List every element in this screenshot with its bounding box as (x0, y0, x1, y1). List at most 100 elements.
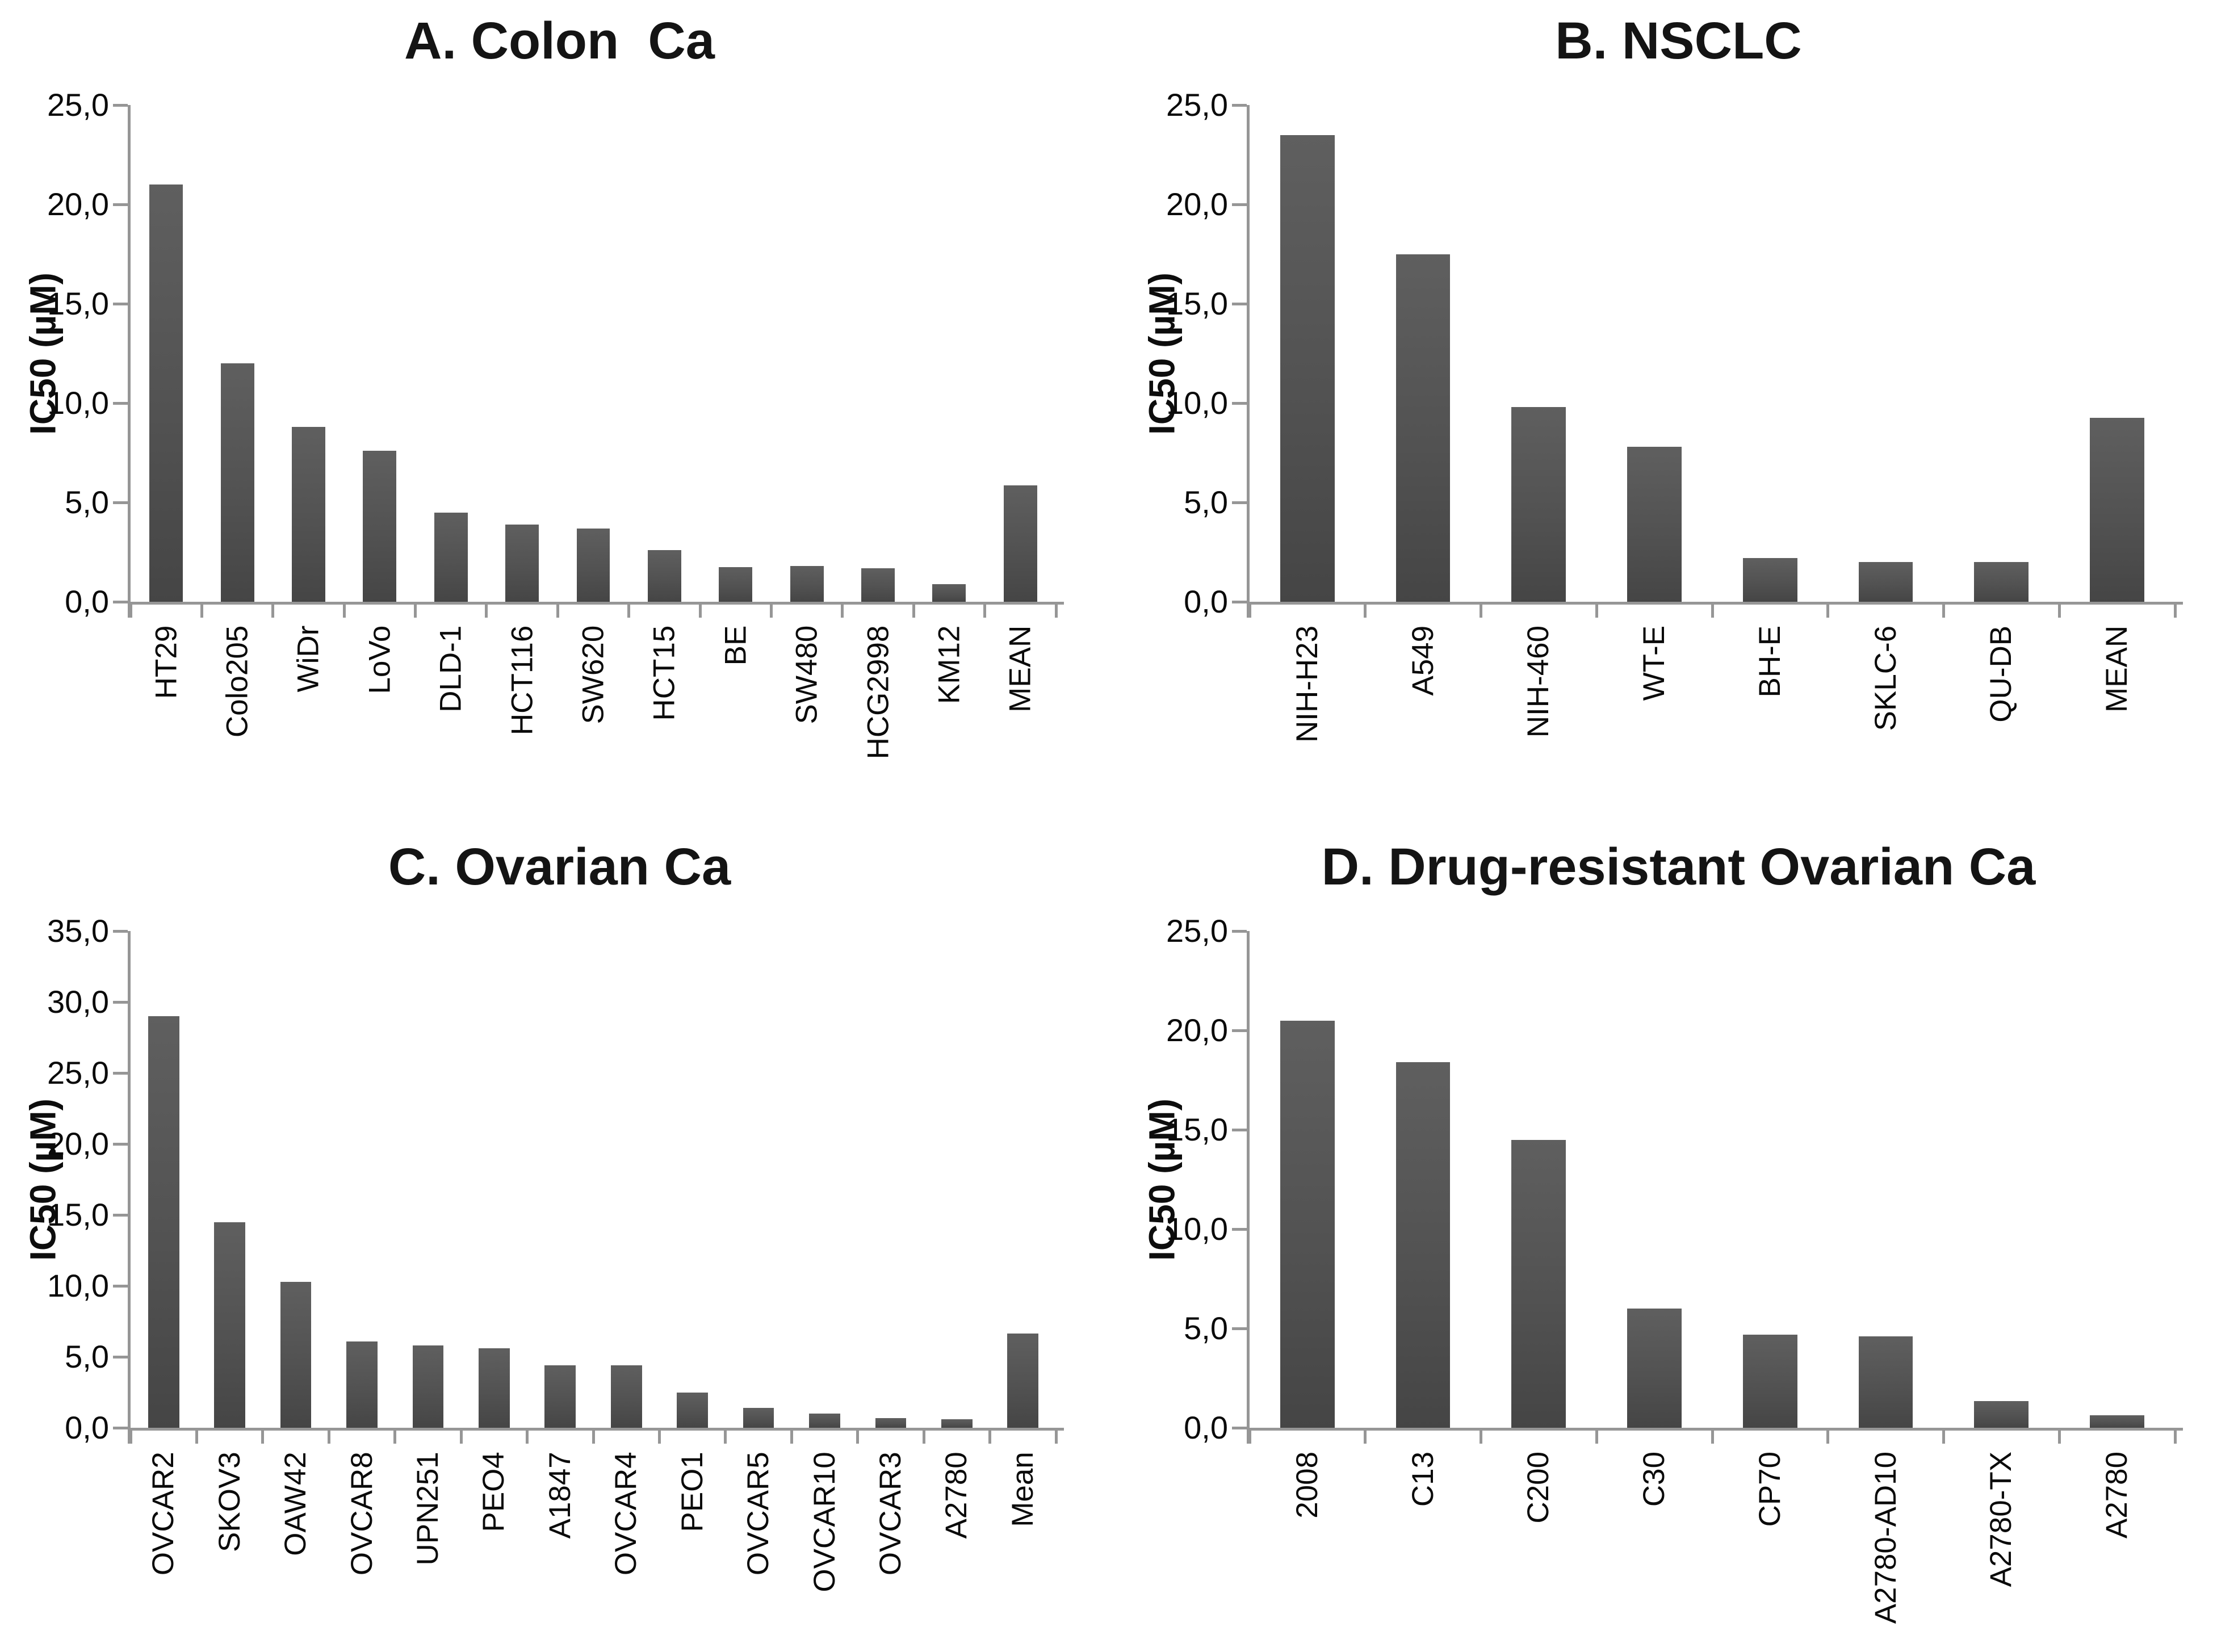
y-tick-mark (1232, 1029, 1247, 1032)
x-axis-line (128, 602, 1064, 605)
x-tick-mark (414, 602, 417, 618)
x-category-label: C30 (1637, 1452, 1671, 1507)
x-tick-mark (1826, 1428, 1830, 1444)
y-tick-label: 25,0 (47, 1055, 109, 1091)
x-axis-line (1247, 1428, 2183, 1431)
x-category-label: HT29 (149, 625, 183, 699)
y-tick-label: 10,0 (1166, 1211, 1228, 1247)
bar (941, 1419, 973, 1428)
bar (412, 1345, 444, 1428)
y-tick-mark (113, 501, 128, 504)
x-category-label: MEAN (1003, 625, 1037, 713)
x-tick-mark (1711, 602, 1714, 618)
x-tick-mark (1364, 602, 1367, 618)
x-category-label: CP70 (1753, 1452, 1787, 1527)
y-tick-label: 20,0 (1166, 1012, 1228, 1048)
x-tick-mark (769, 602, 773, 618)
bar (677, 1392, 708, 1428)
x-category-label: 2008 (1290, 1452, 1324, 1519)
y-axis-title: IC50 (µM) (1141, 272, 1183, 435)
x-category-label: Mean (1005, 1451, 1040, 1527)
x-tick-mark (1364, 1428, 1367, 1444)
x-tick-mark (2173, 602, 2177, 618)
x-tick-mark (841, 602, 844, 618)
y-tick-mark (1232, 402, 1247, 405)
x-tick-mark (556, 602, 559, 618)
x-tick-mark (261, 1428, 265, 1444)
y-tick-mark (113, 1427, 128, 1429)
bar (1858, 562, 1913, 602)
y-tick-mark (113, 601, 128, 603)
y-tick-mark (1232, 203, 1247, 206)
y-tick-label: 5,0 (1184, 1310, 1228, 1346)
y-tick-label: 20,0 (47, 186, 109, 222)
bar (1395, 1062, 1451, 1428)
x-tick-mark (271, 602, 275, 618)
x-category-label: OVCAR10 (807, 1451, 841, 1592)
x-tick-mark (1054, 602, 1058, 618)
x-tick-mark (983, 602, 987, 618)
y-tick-label: 5,0 (1184, 484, 1228, 520)
bar (1511, 407, 1566, 602)
bar (932, 584, 966, 602)
x-category-label: C13 (1406, 1452, 1440, 1507)
y-tick-label: 5,0 (65, 484, 109, 520)
x-tick-mark (657, 1428, 661, 1444)
y-tick-mark (1232, 303, 1247, 305)
x-tick-mark (627, 602, 631, 618)
chart-panel-drug-resistant-ovarian-ca: D. Drug-resistant Ovarian Ca IC50 (µM) 0… (1119, 826, 2238, 1652)
bar (576, 528, 610, 602)
bar (809, 1414, 840, 1428)
x-category-label: OVCAR4 (609, 1451, 643, 1575)
x-category-label: Colo205 (220, 625, 254, 738)
x-tick-mark (724, 1428, 727, 1444)
chart-title: D. Drug-resistant Ovarian Ca (1321, 838, 2036, 896)
bar (505, 524, 539, 602)
bar (149, 185, 183, 602)
x-tick-mark (1248, 602, 1251, 618)
y-tick-mark (113, 104, 128, 107)
x-tick-mark (459, 1428, 463, 1444)
x-category-label: A549 (1406, 626, 1440, 696)
y-tick-label: 15,0 (47, 286, 109, 321)
y-tick-mark (113, 1356, 128, 1359)
y-axis-title: IC50 (µM) (22, 272, 64, 435)
x-tick-mark (1054, 1428, 1058, 1444)
y-axis-line (128, 105, 131, 618)
x-tick-mark (393, 1428, 397, 1444)
x-tick-mark (1942, 1428, 1945, 1444)
x-category-label: NIH-H23 (1290, 626, 1324, 743)
y-tick-label: 25,0 (1166, 87, 1228, 123)
bar (280, 1281, 312, 1428)
x-category-label: SW620 (576, 625, 610, 724)
x-category-label: A2780-TX (1984, 1452, 2018, 1587)
y-tick-label: 25,0 (1166, 913, 1228, 949)
y-tick-mark (1232, 1129, 1247, 1131)
x-tick-mark (2173, 1428, 2177, 1444)
chart-title: A. Colon Ca (404, 12, 715, 70)
y-tick-mark (1232, 104, 1247, 107)
y-tick-label: 0,0 (65, 1410, 109, 1445)
y-tick-mark (113, 930, 128, 933)
bar (719, 567, 753, 602)
y-tick-mark (113, 1285, 128, 1288)
chart-title: B. NSCLC (1555, 12, 1802, 70)
x-tick-mark (2057, 602, 2061, 618)
x-category-label: NIH-460 (1522, 626, 1556, 738)
x-tick-mark (922, 1428, 925, 1444)
bar (220, 363, 254, 602)
y-tick-label: 15,0 (47, 1197, 109, 1232)
x-axis-line (1247, 602, 2183, 605)
x-tick-mark (327, 1428, 330, 1444)
x-tick-mark (1595, 1428, 1598, 1444)
y-axis-line (1247, 105, 1250, 618)
bar (434, 512, 468, 602)
x-tick-mark (195, 1428, 198, 1444)
chart-title: C. Ovarian Ca (388, 838, 731, 896)
x-tick-mark (485, 602, 488, 618)
x-category-label: SW480 (790, 625, 824, 724)
y-tick-label: 0,0 (1184, 1410, 1228, 1445)
x-tick-mark (200, 602, 203, 618)
y-tick-label: 0,0 (65, 584, 109, 619)
